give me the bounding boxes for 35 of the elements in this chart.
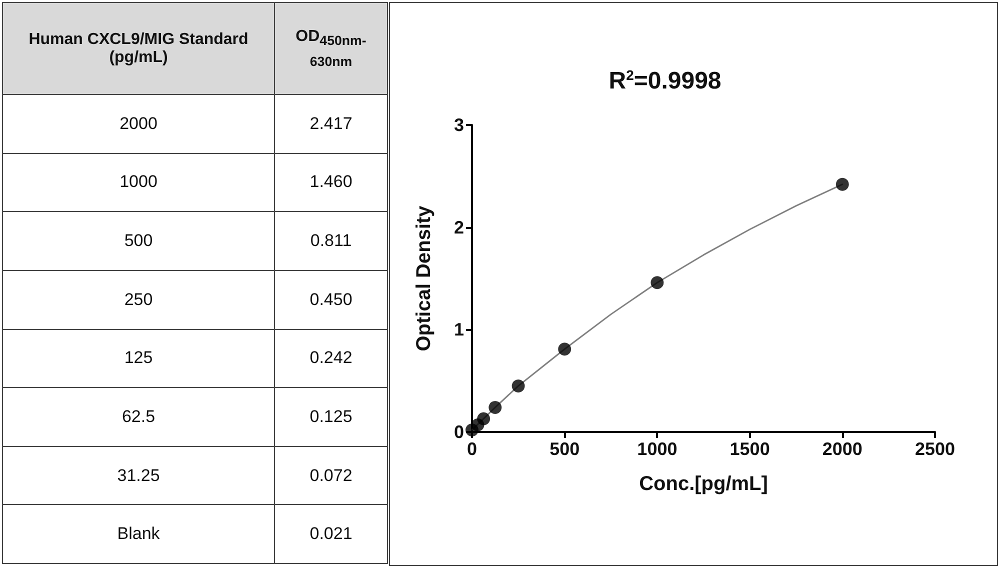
x-tick-label: 0 xyxy=(466,439,478,459)
category-label: 62.5 xyxy=(2,388,275,446)
point xyxy=(488,400,502,414)
y-tick-label: 1 xyxy=(454,320,464,340)
point xyxy=(650,276,664,290)
data-label: 0.450 xyxy=(274,270,388,329)
category-label: 125 xyxy=(2,329,275,388)
y-axis-title: Optical Density xyxy=(413,204,435,352)
x-axis-title: Conc.[pg/mL] xyxy=(639,473,768,495)
x-tick-label: 2500 xyxy=(914,439,956,459)
point xyxy=(466,423,478,436)
data-label: 1.460 xyxy=(274,153,388,212)
y-tick-label: 3 xyxy=(454,115,464,135)
category-label: 250 xyxy=(2,270,275,329)
point xyxy=(836,178,849,191)
data-label: 0.072 xyxy=(274,446,388,505)
point xyxy=(558,342,572,356)
data-label: 0.125 xyxy=(274,388,388,446)
category-label: 1000 xyxy=(2,153,275,212)
x-tick-label: 1000 xyxy=(637,439,678,459)
category-label: 31.25 xyxy=(2,446,275,505)
data-label: 2.417 xyxy=(274,94,388,154)
x-tick-label: 500 xyxy=(550,439,580,459)
data-label: 0.242 xyxy=(274,329,388,388)
x-tick-label: 1500 xyxy=(730,439,770,459)
point xyxy=(512,379,525,392)
text: Human CXCL9/MIG Standard (pg/mL) xyxy=(2,2,275,94)
data-label: 0.021 xyxy=(274,504,388,564)
x-tick-label: 2000 xyxy=(822,439,862,459)
data-label: 0.811 xyxy=(274,212,388,270)
y-tick-label: 0 xyxy=(454,422,464,442)
category-label: Blank xyxy=(2,504,275,564)
y-tick-label: 2 xyxy=(454,217,464,238)
category-label: 500 xyxy=(2,212,275,270)
category-label: 2000 xyxy=(2,94,275,154)
